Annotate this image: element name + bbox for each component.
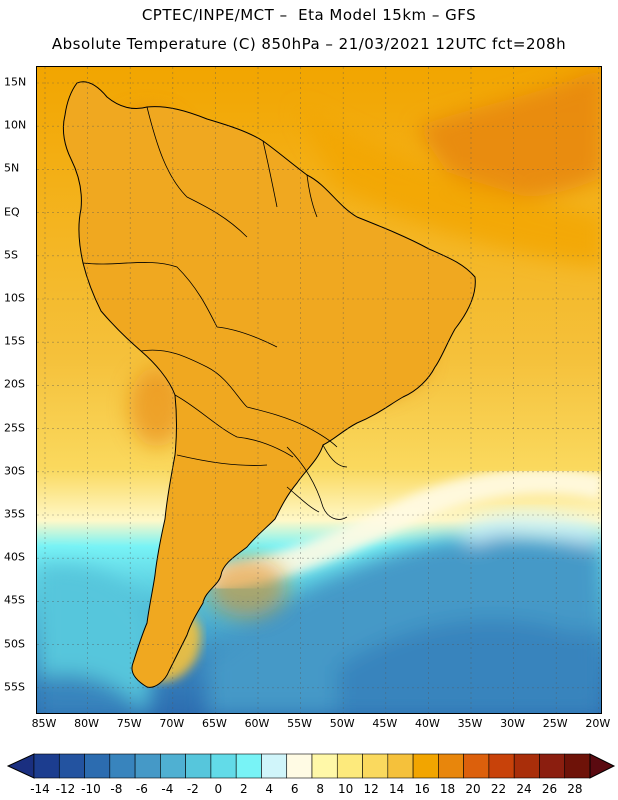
colorbar-segment [33,753,60,779]
colorbar-segment [412,753,439,779]
colorbar-tick-label: 2 [239,782,248,796]
colorbar-segment [286,753,313,779]
colorbar-tick-label: -2 [186,782,199,796]
lon-label: 85W [31,717,57,730]
lat-label: 20S [4,377,25,391]
lat-label: 15N [4,75,27,89]
colorbar-min-arrow [6,753,35,779]
colorbar-tick-label: 12 [363,782,379,796]
colorbar-segment [336,753,363,779]
colorbar-segment [160,753,186,779]
lon-label: 55W [287,717,313,730]
colorbar-tick-label: 22 [490,782,507,796]
lon-label: 30W [500,717,526,730]
colorbar-tick-label: -4 [161,782,174,796]
lat-label: 5S [4,248,18,262]
colorbar-tick-label: 24 [516,782,532,796]
colorbar-segment [488,753,515,779]
colorbar [6,753,616,779]
map-panel [36,66,602,714]
lat-label: 15S [4,334,25,348]
title-line-1: CPTEC/INPE/MCT – Eta Model 15km – GFS [141,6,477,24]
title-line-2: Absolute Temperature (C) 850hPa – 21/03/… [51,35,567,53]
lon-label: 40W [414,717,440,730]
lon-label: 80W [74,717,100,730]
lon-label: 75W [116,717,142,730]
colorbar-tick-label: -6 [135,782,148,796]
colorbar-segment [387,753,414,779]
lon-label: 50W [329,717,355,730]
lat-label: 25S [4,421,25,435]
lat-label: 10N [4,118,27,132]
lat-label: 40S [4,550,25,564]
colorbar-tick-label: 20 [465,782,481,796]
colorbar-segment [134,753,161,779]
colorbar-segment [235,753,262,779]
colorbar-max-arrow [589,753,616,779]
colorbar-tick-label: 28 [567,782,583,796]
lat-lon-grid [37,67,601,713]
lat-label: 5N [4,161,20,175]
colorbar-tick-label: 26 [541,782,558,796]
lat-label: 50S [4,637,25,651]
lat-label: 30S [4,464,25,478]
lon-label: 25W [542,717,568,730]
colorbar-segment [84,753,111,779]
colorbar-segment [362,753,389,779]
colorbar-segment [261,753,288,779]
colorbar-segment [311,753,338,779]
colorbar-segment [513,753,540,779]
colorbar-segment [210,753,237,779]
colorbar-segment [463,753,490,779]
colorbar-tick-label: 10 [338,782,354,796]
colorbar-segment [58,753,85,779]
country-borders [82,106,348,520]
lat-label: 35S [4,507,25,521]
colorbar-segment [109,753,136,779]
colorbar-segment [185,753,212,779]
lat-label: 45S [4,593,25,607]
colorbar-tick-label: -12 [55,782,76,796]
colorbar-tick-label: -8 [110,782,123,796]
colorbar-tick-label: -14 [30,782,50,796]
lon-label: 35W [457,717,483,730]
lat-label: EQ [4,205,20,219]
colorbar-tick-label: 0 [214,782,223,796]
colorbar-tick-label: 16 [414,782,430,796]
lon-label: 20W [585,717,611,730]
colorbar-tick-label: 8 [316,782,325,796]
temperature-map [37,67,601,713]
warm-atlantic-band [297,67,601,267]
lon-label: 45W [372,717,398,730]
colorbar-segment [564,753,591,779]
colorbar-segment [438,753,464,779]
lon-label: 70W [159,717,185,730]
lat-label: 55S [4,680,25,694]
colorbar-tick-label: 14 [388,782,405,796]
colorbar-tick-label: 18 [439,782,456,796]
cold-ocean-swirl [37,514,601,713]
lon-label: 65W [201,717,227,730]
colorbar-tick-label: 6 [290,782,299,796]
colorbar-segment [539,753,566,779]
colorbar-tick-label: 4 [265,782,274,796]
colorbar-tick-label: -10 [81,782,101,796]
lat-label: 10S [4,291,25,305]
lon-label: 60W [244,717,270,730]
